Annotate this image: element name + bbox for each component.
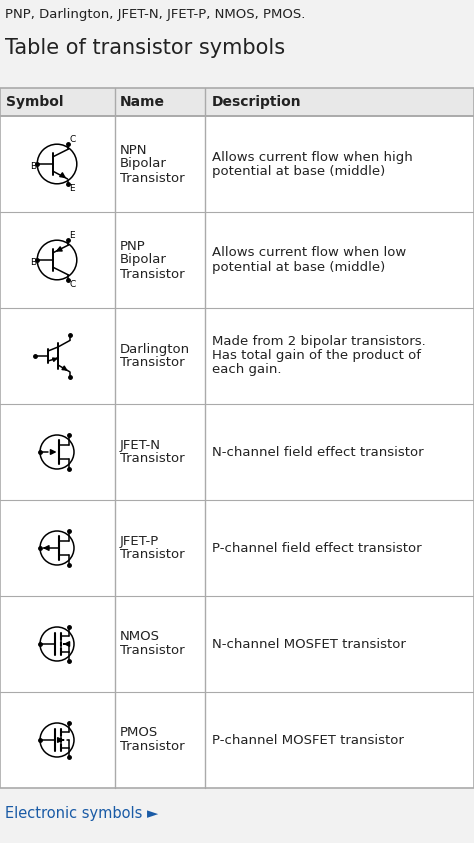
Text: B: B bbox=[30, 162, 36, 170]
Text: PNP, Darlington, JFET-N, JFET-P, NMOS, PMOS.: PNP, Darlington, JFET-N, JFET-P, NMOS, P… bbox=[5, 8, 305, 21]
Text: potential at base (middle): potential at base (middle) bbox=[212, 164, 385, 178]
Text: Transistor: Transistor bbox=[120, 453, 185, 465]
Text: Description: Description bbox=[212, 95, 301, 109]
Text: B: B bbox=[30, 258, 36, 266]
Text: Has total gain of the product of: Has total gain of the product of bbox=[212, 350, 421, 362]
Text: PNP: PNP bbox=[120, 239, 146, 253]
Text: P-channel MOSFET transistor: P-channel MOSFET transistor bbox=[212, 733, 404, 747]
Text: E: E bbox=[70, 230, 75, 239]
Text: Allows current flow when low: Allows current flow when low bbox=[212, 246, 406, 260]
Text: Transistor: Transistor bbox=[120, 549, 185, 561]
Text: Transistor: Transistor bbox=[120, 645, 185, 658]
Bar bbox=[0, 88, 474, 116]
Text: N-channel field effect transistor: N-channel field effect transistor bbox=[212, 445, 424, 459]
Text: Bipolar: Bipolar bbox=[120, 254, 167, 266]
Text: Made from 2 bipolar transistors.: Made from 2 bipolar transistors. bbox=[212, 336, 426, 348]
Text: Table of transistor symbols: Table of transistor symbols bbox=[5, 38, 285, 58]
Text: Transistor: Transistor bbox=[120, 171, 185, 185]
Text: N-channel MOSFET transistor: N-channel MOSFET transistor bbox=[212, 637, 406, 651]
Text: PMOS: PMOS bbox=[120, 727, 158, 739]
Text: E: E bbox=[70, 185, 75, 193]
Text: NMOS: NMOS bbox=[120, 631, 160, 643]
Text: Symbol: Symbol bbox=[6, 95, 64, 109]
Text: P-channel field effect transistor: P-channel field effect transistor bbox=[212, 541, 422, 555]
Text: JFET-P: JFET-P bbox=[120, 534, 159, 547]
Text: Darlington: Darlington bbox=[120, 342, 190, 356]
Text: C: C bbox=[70, 281, 76, 289]
Text: Allows current flow when high: Allows current flow when high bbox=[212, 151, 413, 164]
Bar bbox=[0, 88, 474, 788]
Text: Electronic symbols ►: Electronic symbols ► bbox=[5, 806, 158, 821]
Text: Name: Name bbox=[120, 95, 165, 109]
Text: Transistor: Transistor bbox=[120, 357, 185, 369]
Text: Transistor: Transistor bbox=[120, 267, 185, 281]
Text: NPN: NPN bbox=[120, 143, 147, 157]
Text: potential at base (middle): potential at base (middle) bbox=[212, 260, 385, 273]
Text: JFET-N: JFET-N bbox=[120, 438, 161, 452]
Text: each gain.: each gain. bbox=[212, 363, 282, 377]
Bar bbox=[0, 88, 474, 788]
Text: C: C bbox=[70, 135, 76, 143]
Text: Bipolar: Bipolar bbox=[120, 158, 167, 170]
Text: Transistor: Transistor bbox=[120, 740, 185, 754]
